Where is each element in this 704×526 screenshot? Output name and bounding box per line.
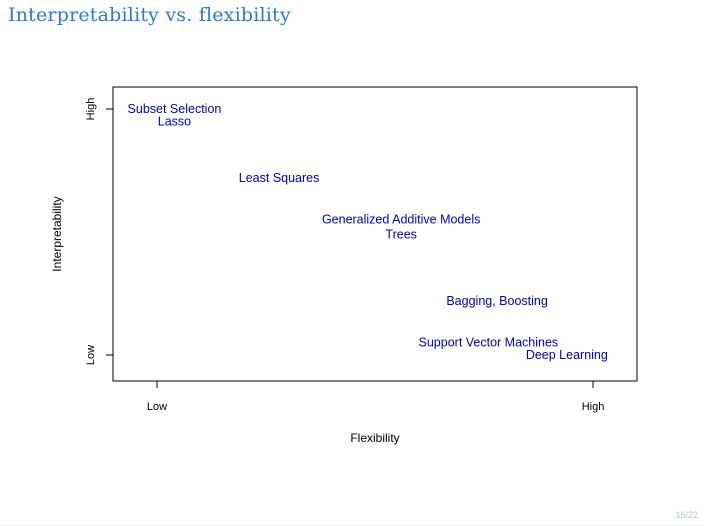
data-point-label: Bagging, Boosting [446, 294, 548, 308]
y-tick-label: High [85, 98, 97, 121]
data-point-label: Trees [385, 227, 417, 241]
x-tick-label: High [582, 401, 605, 413]
slide-title: Interpretability vs. flexibility [8, 4, 291, 26]
y-axis: Low High [85, 98, 113, 365]
x-axis: Low High [147, 381, 604, 413]
data-point-label: Support Vector Machines [419, 336, 559, 350]
page-number: 16/22 [675, 510, 698, 520]
y-axis-label: Interpretability [50, 196, 64, 271]
y-tick-label: Low [85, 345, 97, 365]
plot-frame [112, 86, 638, 382]
data-point-label: Generalized Additive Models [322, 213, 480, 227]
x-tick-label: Low [147, 401, 167, 413]
x-axis-label: Flexibility [350, 431, 399, 445]
data-point-label: Deep Learning [526, 348, 608, 362]
data-point-label: Least Squares [239, 171, 320, 185]
data-point-label: Lasso [158, 114, 191, 128]
data-point-label: Subset Selection [128, 102, 222, 116]
